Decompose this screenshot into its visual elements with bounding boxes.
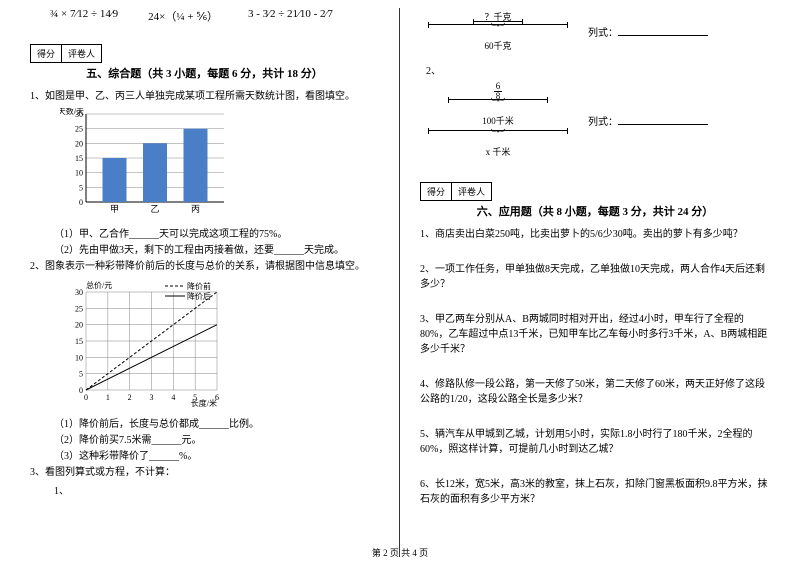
formula-2: 24×（¼ + ⅚） [148, 8, 218, 24]
diagram-2: 68 ︸ 100千米 ︸ x 千米 列式： [428, 82, 770, 158]
score-box-5: 得分 评卷人 [30, 44, 102, 63]
q5-3-n1: 1、 [30, 484, 379, 500]
bar-chart: 051015202530天数/天甲乙丙 [60, 108, 379, 221]
q6-6: 6、长12米，宽5米，高3米的教室，抹上石灰，扣除门窗黑板面积9.8平方米，抹石… [420, 477, 770, 507]
svg-text:4: 4 [171, 393, 175, 402]
q6-5: 5、辆汽车从甲城到乙城，计划用5小时，实际1.8小时行了180千米，2全程的60… [420, 427, 770, 457]
svg-text:天数/天: 天数/天 [60, 108, 84, 116]
svg-text:2: 2 [128, 393, 132, 402]
svg-text:总价/元: 总价/元 [86, 280, 112, 290]
q6-4: 4、修路队修一段公路，第一天修了50米，第二天修了60米，两天正好修了这段公路的… [420, 377, 770, 407]
svg-text:0: 0 [79, 386, 83, 395]
section-6-title: 六、应用题（共 8 小题，每题 3 分，共计 24 分） [420, 203, 770, 219]
svg-text:10: 10 [75, 169, 83, 178]
diagram-1: ？千克 ︸ 60千克 列式： [428, 10, 770, 52]
q6-2: 2、一项工作任务，甲单独做8天完成，乙单独做10天完成，两人合作4天后还剩多少？ [420, 262, 770, 292]
q5-2-sub: （1）降价前后，长度与总价都成______比例。 （2）降价前买7.5米需___… [30, 417, 379, 465]
q6-3: 3、甲乙两车分别从A、B两城同时相对开出，经过4小时，甲车行了全程的80%，乙车… [420, 312, 770, 357]
line-chart: 0510152025300123456总价/元长度/米降价前降价后 [60, 278, 379, 411]
svg-text:5: 5 [79, 183, 83, 192]
svg-text:30: 30 [75, 288, 83, 297]
svg-text:3: 3 [150, 393, 154, 402]
formula-1: ¾ × 7⁄12 ÷ 14⁄9 [50, 8, 118, 24]
q5-1: 1、如图是甲、乙、丙三人单独完成某项工程所需天数统计图，看图填空。 [30, 89, 379, 104]
svg-text:丙: 丙 [191, 204, 200, 214]
q5-2: 2、图象表示一种彩带降价前后的长度与总价的关系，请根据图中信息填空。 [30, 259, 379, 274]
svg-text:长度/米: 长度/米 [191, 398, 217, 408]
q5-3-n2: 2、 [420, 64, 770, 80]
svg-text:甲: 甲 [110, 204, 119, 214]
page-footer: 第 2 页 共 4 页 [0, 546, 800, 559]
svg-text:25: 25 [75, 304, 83, 313]
svg-text:降价后: 降价后 [187, 291, 211, 301]
svg-text:10: 10 [75, 353, 83, 362]
formula-row: ¾ × 7⁄12 ÷ 14⁄9 24×（¼ + ⅚） 3 - 3⁄2 ÷ 21⁄… [30, 8, 379, 24]
svg-text:0: 0 [84, 393, 88, 402]
section-5-title: 五、综合题（共 3 小题，每题 6 分，共计 18 分） [30, 65, 379, 81]
dia2-formula: 列式： [588, 113, 708, 128]
svg-text:25: 25 [75, 125, 83, 134]
svg-text:15: 15 [75, 154, 83, 163]
svg-text:乙: 乙 [150, 204, 159, 214]
svg-text:1: 1 [106, 393, 110, 402]
q5-1-sub: （1）甲、乙合作______天可以完成这项工程的75%。 （2）先由甲做3天，剩… [30, 227, 379, 259]
svg-text:5: 5 [79, 370, 83, 379]
svg-text:15: 15 [75, 337, 83, 346]
dia1-formula: 列式： [588, 24, 708, 39]
svg-text:20: 20 [75, 139, 83, 148]
q6-1: 1、商店卖出白菜250吨，比卖出萝卜的5/6少30吨。卖出的萝卜有多少吨？ [420, 227, 770, 242]
svg-text:20: 20 [75, 321, 83, 330]
svg-text:降价前: 降价前 [187, 281, 211, 291]
q5-3: 3、看图列算式或方程，不计算： [30, 465, 379, 480]
score-box-6: 得分 评卷人 [420, 182, 492, 201]
formula-3: 3 - 3⁄2 ÷ 21⁄10 - 2⁄7 [248, 8, 333, 24]
svg-text:0: 0 [79, 198, 83, 207]
